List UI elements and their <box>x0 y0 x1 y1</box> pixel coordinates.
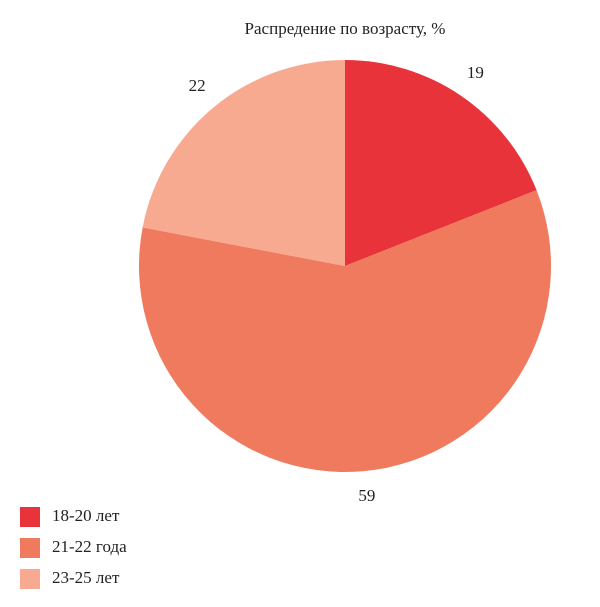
legend-label: 23-25 лет <box>52 568 120 587</box>
chart-title: Распредение по возрасту, % <box>245 19 446 38</box>
data-label: 59 <box>358 486 375 505</box>
legend-swatch <box>20 538 40 558</box>
data-label: 22 <box>189 76 206 95</box>
data-label: 19 <box>467 63 484 82</box>
pie-slice <box>345 60 537 266</box>
pie-slice <box>139 190 551 473</box>
legend-label: 21-22 года <box>52 537 127 556</box>
legend-swatch <box>20 507 40 527</box>
pie-slice <box>142 60 345 266</box>
legend-swatch <box>20 569 40 589</box>
legend-label: 18-20 лет <box>52 506 120 525</box>
